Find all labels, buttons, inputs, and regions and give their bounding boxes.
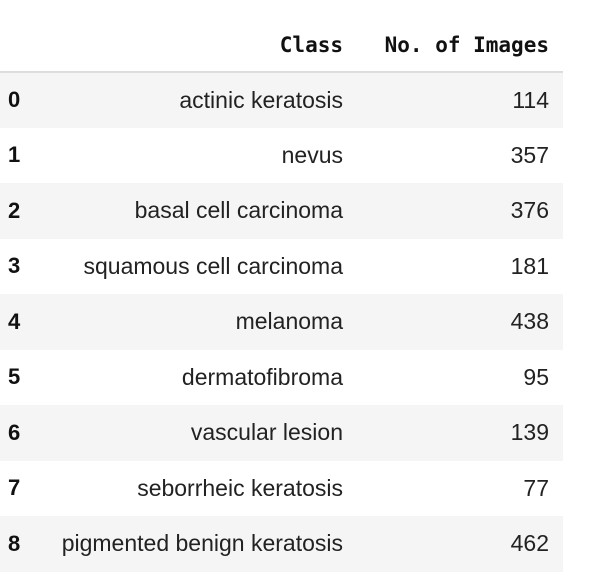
- class-cell: seborrheic keratosis: [137, 474, 343, 501]
- table-row: 0 actinic keratosis 114: [0, 72, 563, 128]
- count-cell: 95: [523, 363, 549, 390]
- table-row: 4 melanoma 438: [0, 294, 563, 350]
- table-row: 3 squamous cell carcinoma 181: [0, 238, 563, 294]
- row-index: 3: [8, 253, 21, 279]
- row-index: 8: [8, 530, 21, 556]
- row-index: 6: [8, 419, 21, 445]
- row-index: 1: [8, 142, 21, 168]
- class-cell: melanoma: [235, 308, 343, 335]
- row-index: 4: [8, 308, 21, 334]
- count-cell: 77: [523, 474, 549, 501]
- table-header: Class No. of Images: [0, 0, 563, 73]
- count-cell: 462: [510, 530, 549, 557]
- count-cell: 114: [512, 86, 549, 113]
- row-index: 2: [8, 197, 21, 223]
- count-cell: 438: [510, 308, 549, 335]
- class-count-table: Class No. of Images 0 actinic keratosis …: [0, 0, 563, 572]
- table-body: 0 actinic keratosis 114 1 nevus 357 2 ba…: [0, 72, 563, 572]
- class-cell: basal cell carcinoma: [134, 197, 343, 224]
- table-row: 6 vascular lesion 139: [0, 405, 563, 461]
- table-row: 8 pigmented benign keratosis 462: [0, 516, 563, 572]
- column-header-class: Class: [42, 0, 357, 73]
- table-row: 5 dermatofibroma 95: [0, 349, 563, 405]
- class-cell: pigmented benign keratosis: [61, 530, 343, 557]
- class-cell: actinic keratosis: [179, 86, 343, 113]
- table-row: 2 basal cell carcinoma 376: [0, 183, 563, 239]
- table-row: 1 nevus 357: [0, 127, 563, 183]
- row-index: 0: [8, 87, 21, 113]
- class-cell: squamous cell carcinoma: [83, 252, 343, 279]
- dataframe-output: Class No. of Images 0 actinic keratosis …: [0, 0, 563, 572]
- class-cell: nevus: [281, 141, 343, 168]
- count-cell: 376: [510, 197, 549, 224]
- index-header: [0, 0, 42, 73]
- class-cell: vascular lesion: [190, 419, 343, 446]
- class-cell: dermatofibroma: [181, 363, 343, 390]
- row-index: 7: [8, 475, 21, 501]
- row-index: 5: [8, 364, 21, 390]
- count-cell: 357: [510, 141, 549, 168]
- header-row: Class No. of Images: [0, 0, 563, 73]
- count-cell: 181: [510, 252, 549, 279]
- count-cell: 139: [510, 419, 549, 446]
- table-row: 7 seborrheic keratosis 77: [0, 460, 563, 516]
- column-header-count: No. of Images: [357, 0, 563, 73]
